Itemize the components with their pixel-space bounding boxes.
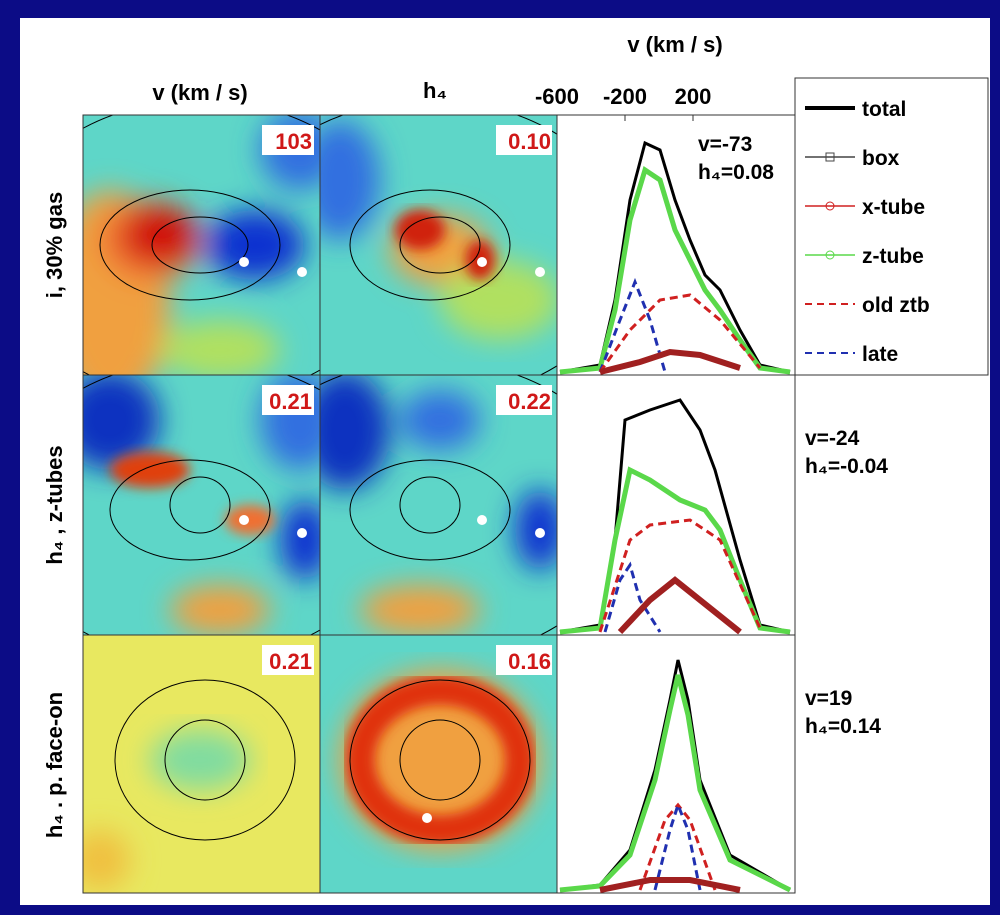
legend-frame bbox=[794, 77, 989, 376]
profile-velocity: v=-24 bbox=[805, 427, 860, 450]
legend-label: late bbox=[862, 343, 898, 366]
legend-label: total bbox=[862, 98, 906, 121]
panel-frames bbox=[82, 114, 796, 894]
map-max: 0.21 bbox=[269, 649, 312, 674]
profile-h4: h₄=0.08 bbox=[698, 161, 774, 184]
legend-label: old ztb bbox=[862, 294, 930, 317]
profile-h4: h₄=0.14 bbox=[805, 715, 881, 738]
legend-label: z-tube bbox=[862, 245, 924, 268]
velocity-map bbox=[83, 635, 320, 893]
rows: i, 30% gas 103 0.10 v=-73 h₄=0.08 h₄ , z-tube… bbox=[42, 125, 888, 838]
h4-map bbox=[320, 635, 557, 893]
x-tick-label: -200 bbox=[603, 84, 647, 109]
value-box bbox=[262, 385, 314, 415]
column-header: v (km / s) bbox=[152, 80, 247, 105]
row-label: h₄ , z-tubes bbox=[42, 445, 67, 564]
value-box bbox=[496, 385, 552, 415]
profile-velocity: v=-73 bbox=[698, 133, 752, 156]
x-tick-label: 200 bbox=[675, 84, 712, 109]
value-box bbox=[496, 125, 552, 155]
line-profiles bbox=[559, 140, 792, 893]
axis-label: v (km / s) bbox=[627, 32, 722, 57]
map-max: 103 bbox=[275, 129, 312, 154]
profile-velocity: v=19 bbox=[805, 687, 852, 710]
map-max: 0.22 bbox=[508, 389, 551, 414]
profile-h4: h₄=-0.04 bbox=[805, 455, 888, 478]
value-box bbox=[262, 125, 314, 155]
map-max: 0.16 bbox=[508, 649, 551, 674]
legend: total box x-tube z-tube old ztb late bbox=[805, 98, 930, 366]
legend-label: x-tube bbox=[862, 196, 925, 219]
h4-map bbox=[320, 115, 557, 375]
map-max: 0.10 bbox=[508, 129, 551, 154]
row-label: i, 30% gas bbox=[42, 192, 67, 298]
map-max: 0.21 bbox=[269, 389, 312, 414]
legend-marker bbox=[825, 152, 835, 162]
row-label: h₄ . p. face-on bbox=[42, 692, 67, 838]
column-header: h₄ bbox=[423, 78, 447, 103]
legend-marker bbox=[825, 250, 835, 260]
value-box bbox=[496, 645, 552, 675]
value-box bbox=[262, 645, 314, 675]
h4-map bbox=[320, 375, 557, 635]
legend-marker bbox=[825, 201, 835, 211]
x-tick-label: -600 bbox=[535, 84, 579, 109]
legend-label: box bbox=[862, 147, 900, 170]
